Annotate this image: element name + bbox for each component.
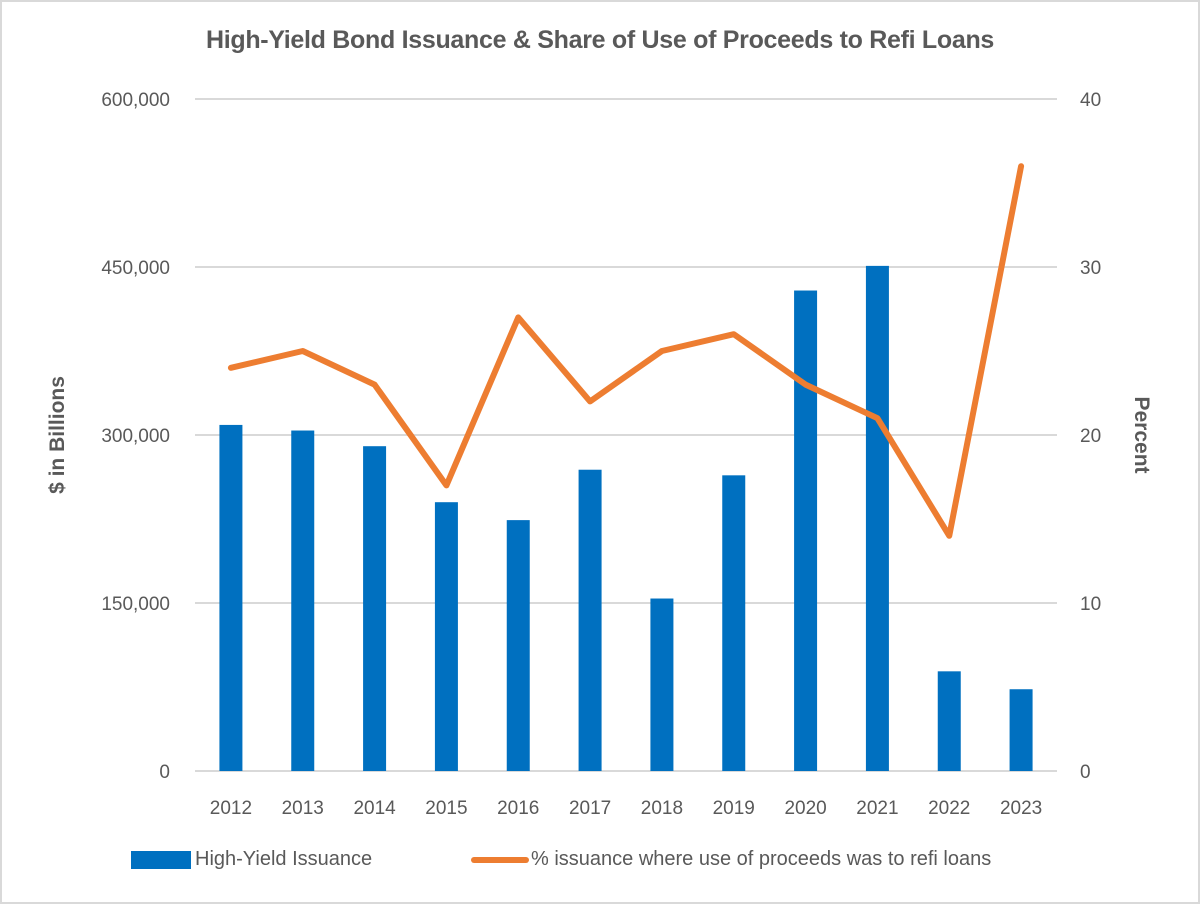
y2-tick-label: 30 [1080,258,1101,279]
refi-share-line [227,163,1025,539]
x-tick-label: 2023 [1000,798,1042,819]
y2-tick-label: 0 [1080,762,1091,783]
bar-2020 [794,290,818,771]
legend-label-issuance: High-Yield Issuance [195,848,373,870]
bar-2021 [865,265,889,771]
x-tick-label: 2014 [353,798,396,819]
legend-item-refi-share: % issuance where use of proceeds was to … [471,848,991,871]
bar-2015 [434,502,458,771]
legend-line-swatch-icon [471,856,529,863]
x-tick-label: 2021 [856,798,898,819]
x-tick-label: 2016 [497,798,539,819]
x-tick-label: 2020 [784,798,826,819]
legend-bar-swatch-icon [131,850,191,869]
y2-tick-label: 10 [1080,594,1101,615]
bar-2016 [506,520,530,771]
x-tick-label: 2017 [569,798,611,819]
bar-2012 [219,424,243,771]
y2-tick-label: 40 [1080,90,1101,111]
x-tick-label: 2013 [282,798,324,819]
y-tick-label: 300,000 [101,426,170,447]
bar-2023 [1009,689,1033,771]
x-tick-label: 2018 [641,798,683,819]
bar-2014 [363,446,387,771]
y-tick-label: 600,000 [101,90,170,111]
x-tick-label: 2012 [210,798,252,819]
y-tick-label: 0 [159,762,170,783]
x-tick-label: 2022 [928,798,970,819]
y-tick-label: 150,000 [101,594,170,615]
y2-tick-label: 20 [1080,426,1101,447]
y-axis-title: $ in Billions [46,376,69,494]
x-tick-label: 2015 [425,798,467,819]
bar-2017 [578,469,602,771]
y-tick-label: 450,000 [101,258,170,279]
x-tick-label: 2019 [713,798,755,819]
bar-2019 [722,475,746,771]
bar-2022 [937,671,961,771]
y2-axis-title: Percent [1130,396,1153,473]
legend-item-issuance: High-Yield Issuance [131,848,372,871]
chart-legend: High-Yield Issuance % issuance where use… [0,848,1200,878]
bar-2013 [291,430,315,771]
chart-title: High-Yield Bond Issuance & Share of Use … [205,26,995,54]
legend-label-refi-share: % issuance where use of proceeds was to … [531,848,992,870]
bar-2018 [650,598,674,771]
